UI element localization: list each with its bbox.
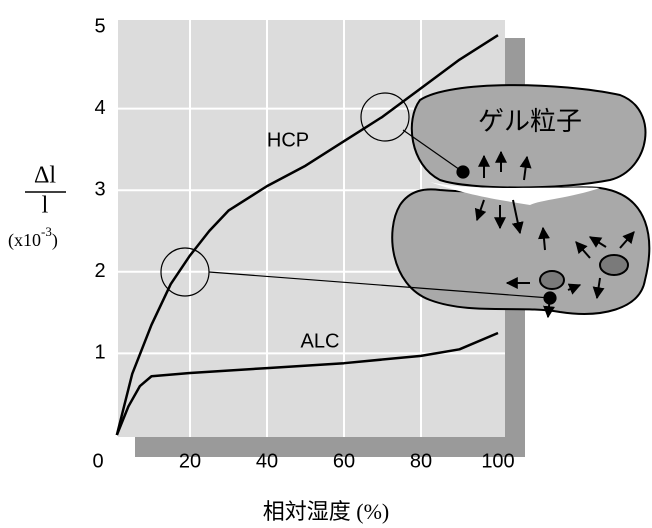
y-label-unit: (x10-3) [8, 224, 58, 251]
y-tick-label: 5 [94, 15, 105, 37]
annotation: ゲル粒子 [478, 107, 582, 136]
y-tick-label: 1 [94, 342, 105, 364]
y-label-unit: (x10 [8, 230, 41, 251]
x-tick-label: 80 [410, 450, 432, 472]
y-tick-label: 2 [94, 260, 105, 282]
y-label: l [42, 193, 49, 219]
x-label: 相対湿度 (%) [263, 499, 389, 524]
y-label: Δl [34, 163, 56, 189]
annotation: HCP [267, 129, 309, 151]
chart: HCP ALC ゲル粒子 Δl l (x10-3) 相対湿度 (%) 20406… [0, 0, 652, 528]
x-tick-label: 60 [333, 450, 355, 472]
x-tick-label: 40 [256, 450, 278, 472]
y-label-unit: ) [52, 230, 58, 251]
y-tick-label: 4 [94, 97, 105, 119]
annotation: ALC [301, 330, 340, 352]
y-tick-label: 3 [94, 178, 105, 200]
y-label-exponent: -3 [41, 224, 52, 239]
y-tick-label: 0 [92, 450, 103, 472]
page: {"chart_data": {"type": "line", "x_label… [0, 0, 652, 528]
x-tick-label: 20 [179, 450, 201, 472]
x-tick-label: 100 [481, 450, 514, 472]
